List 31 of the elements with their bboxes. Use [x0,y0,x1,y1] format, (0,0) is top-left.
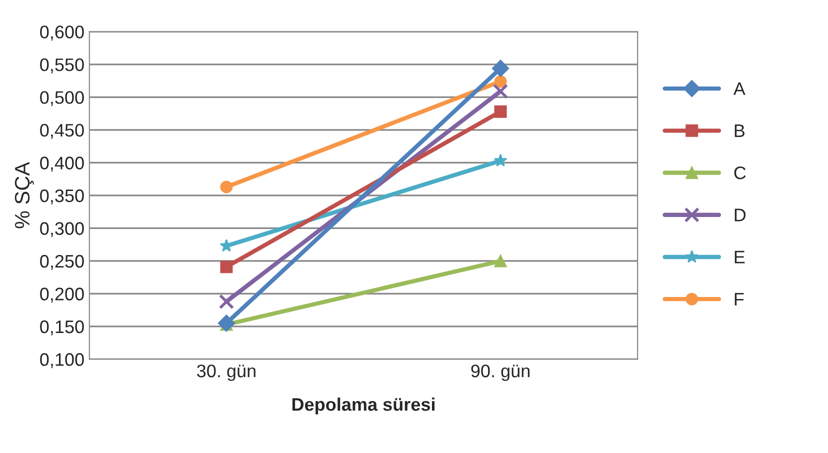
y-tick-label: 0,350 [40,189,84,204]
point [218,294,234,310]
point [492,84,508,99]
point [494,254,507,268]
point [494,75,507,88]
legend-label: F [734,292,744,306]
y-tick-label: 0,250 [40,254,84,270]
legend-label: C [734,166,746,180]
y-tick-label: 0,450 [40,124,84,139]
y-tick-label: 0,600 [40,26,84,41]
y-tick-label: 0,150 [40,320,84,336]
y-tick-label: 0,500 [40,91,84,106]
legend-label: B [734,124,744,137]
legend-label: A [733,82,746,95]
point [220,260,233,274]
x-axis-title: Depolama süresi [292,398,434,414]
point [220,180,233,194]
point [218,314,236,332]
y-tick-label: 0,550 [40,58,84,74]
y-tick-label: 0,200 [40,288,84,303]
point [494,105,507,118]
y-tick-label: 0,100 [40,353,84,368]
y-axis-title: % SÇA [14,162,34,228]
point [494,154,508,167]
x-tick-label: 30. gün [197,364,256,381]
point [492,60,510,77]
y-tick-label: 0,400 [40,156,84,172]
x-tick-label: 90. gün [471,364,530,381]
legend-label: E [734,250,745,264]
y-tick-label: 0,300 [40,222,84,238]
legend-label: D [734,208,746,222]
